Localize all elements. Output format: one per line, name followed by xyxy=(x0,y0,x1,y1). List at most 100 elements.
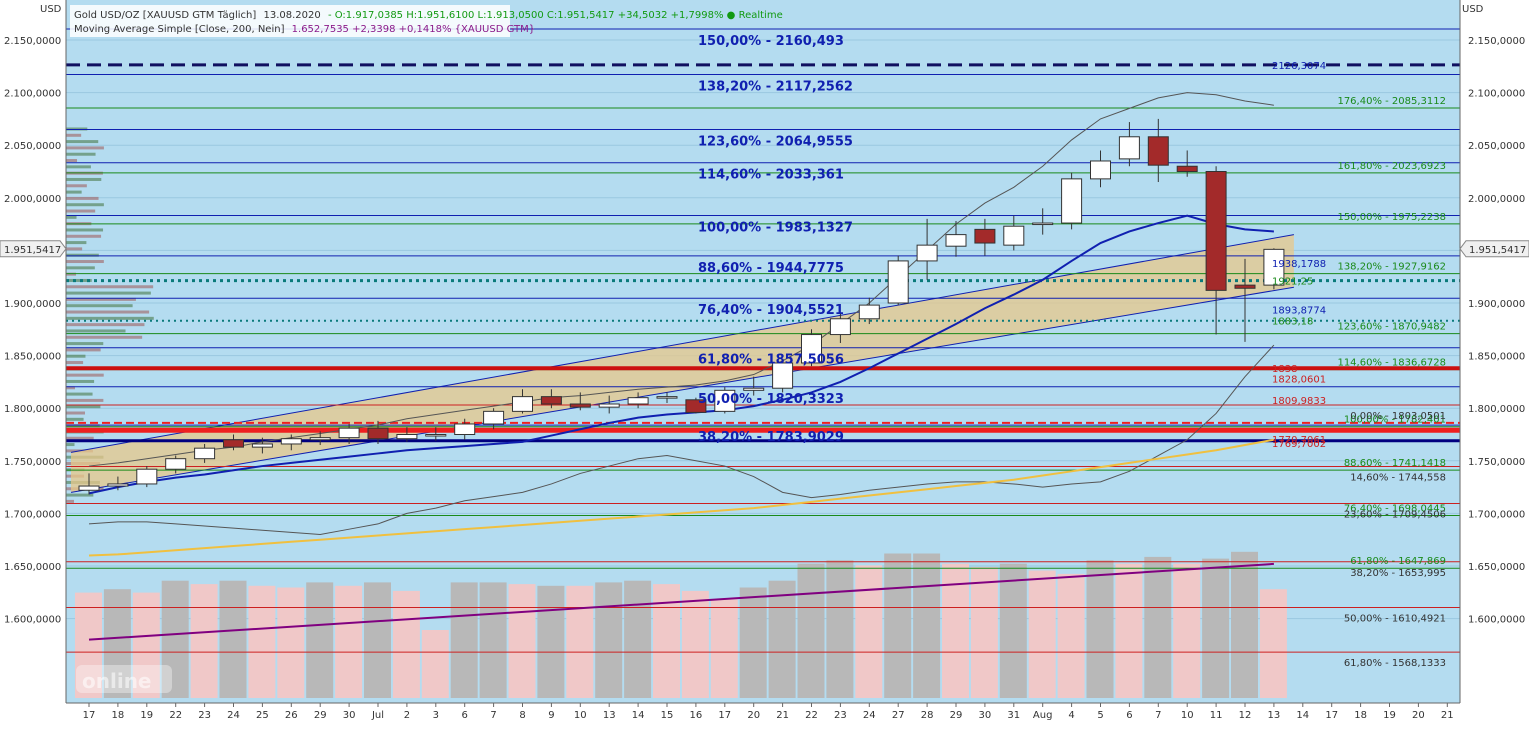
volume-profile-bar xyxy=(66,335,143,339)
volume-bar xyxy=(190,584,218,698)
x-tick-label: 3 xyxy=(433,710,439,721)
fib-label-green: 76,40% - 1698,0445 xyxy=(1344,503,1446,514)
candle-body xyxy=(454,423,476,436)
x-tick-label: 8 xyxy=(519,710,525,721)
y-tick-label-right: 2.000,0000 xyxy=(1468,194,1525,205)
x-tick-label: 18 xyxy=(1354,710,1367,721)
candle-body xyxy=(309,437,331,441)
price-note-label: 1893,8774 xyxy=(1272,305,1326,316)
x-tick-label: 17 xyxy=(1325,710,1338,721)
fib-label-green: 176,40% - 2085,3112 xyxy=(1337,96,1446,107)
volume-bar xyxy=(739,587,767,698)
y-tick-label-right: 1.600,0000 xyxy=(1468,615,1525,626)
x-tick-label: 6 xyxy=(1126,710,1132,721)
candle-body xyxy=(598,403,620,408)
x-tick-label: 7 xyxy=(1155,710,1161,721)
current-price-label-left: 1.951,5417 xyxy=(4,245,61,256)
candle-body xyxy=(165,458,187,470)
candle-body xyxy=(772,362,794,389)
x-tick-label: 29 xyxy=(950,710,963,721)
volume-profile-bar xyxy=(66,285,154,289)
volume-profile-bar xyxy=(66,354,86,358)
fib-label-blue: 88,60% - 1944,7775 xyxy=(698,261,844,276)
x-tick-label: 22 xyxy=(805,710,818,721)
candle-body xyxy=(540,396,562,405)
y-tick-label-right: 1.850,0000 xyxy=(1468,352,1525,363)
volume-profile-bar xyxy=(66,152,96,156)
candle-body xyxy=(801,334,822,364)
volume-profile-bar xyxy=(66,424,100,428)
current-price-marker-right xyxy=(1459,240,1529,258)
channel-upper-line xyxy=(70,234,1294,453)
volume-bar xyxy=(335,585,363,698)
volume-profile-bar xyxy=(66,342,104,346)
fib-label-green: 161,80% - 2023,6923 xyxy=(1337,161,1446,172)
volume-bar xyxy=(1115,563,1143,698)
y-tick-label-right: 1.750,0000 xyxy=(1468,457,1525,468)
volume-profile-bar xyxy=(66,291,151,295)
x-axis: 17 18 19 22 23 24 25 26 29 30 Jul 2 3 6 7 8 9 10 13 14 15 16 1… xyxy=(66,702,1460,721)
price-note-label: 1921,25 xyxy=(1272,277,1313,288)
volume-bar xyxy=(248,585,276,698)
volume-bar xyxy=(1057,573,1085,698)
x-tick-label: 25 xyxy=(256,710,269,721)
candle-body xyxy=(1061,178,1083,224)
watermark-box xyxy=(76,665,172,693)
volume-profile-bar xyxy=(66,392,93,396)
x-tick-label: 11 xyxy=(1210,710,1223,721)
fib-label-green: 150,00% - 1975,2238 xyxy=(1337,212,1446,223)
volume-profile-bar xyxy=(66,386,76,390)
x-tick-label: 23 xyxy=(198,710,211,721)
fib-label-green: 138,20% - 1927,9162 xyxy=(1337,262,1446,273)
fib-label-blue: 150,00% - 2160,493 xyxy=(698,34,844,49)
volume-bar xyxy=(595,582,623,698)
volume-bar xyxy=(277,587,305,698)
y-tick-label-left: 1.900,0000 xyxy=(4,299,61,310)
fib-label-red: 23,60% - 1709,4506 xyxy=(1344,509,1446,520)
x-tick-label: 5 xyxy=(1097,710,1103,721)
volume-profile-bar xyxy=(66,146,104,150)
x-tick-label: 10 xyxy=(1181,710,1194,721)
volume-profile-bar xyxy=(66,411,85,415)
volume-bar xyxy=(1086,560,1114,698)
fib-label-blue: 76,40% - 1904,5521 xyxy=(698,303,844,318)
volume-profile-bar xyxy=(66,405,101,409)
x-tick-label: 15 xyxy=(661,710,674,721)
y-tick-label-right: 1.800,0000 xyxy=(1468,404,1525,415)
x-tick-label: 30 xyxy=(979,710,992,721)
header-ohlc: - O:1.917,0385 H:1.951,6100 L:1.913,0500… xyxy=(328,10,783,21)
volume-profile-bar xyxy=(66,203,104,207)
volume-bar xyxy=(161,580,189,698)
watermark-logo: online xyxy=(82,669,152,693)
indicator-values: 1.652,7535 +2,3398 +0,1418% {XAUUSD GTM} xyxy=(292,24,535,35)
fib-label-blue: 114,60% - 2033,361 xyxy=(698,168,844,183)
candle-body xyxy=(483,410,505,425)
volume-profile-bar xyxy=(66,278,92,282)
candle-body xyxy=(569,403,591,408)
price-note-label: 1809,9833 xyxy=(1272,396,1326,407)
candle-body xyxy=(396,434,418,440)
volume-ma-line xyxy=(88,562,1274,641)
y-tick-label-left: 2.100,0000 xyxy=(4,89,61,100)
candle-body xyxy=(251,443,273,448)
candle-body xyxy=(78,485,100,491)
volume-bar xyxy=(364,582,391,698)
candle-body xyxy=(887,260,909,304)
candle-body xyxy=(656,396,678,399)
volume-profile-bar xyxy=(66,241,87,245)
x-tick-label: Aug xyxy=(1033,710,1053,721)
fib-label-green: 88,60% - 1741,1418 xyxy=(1344,458,1446,469)
volume-bar xyxy=(392,590,420,698)
x-tick-label: 14 xyxy=(632,710,645,721)
volume-profile-bar xyxy=(66,443,75,447)
y-tick-label-left: 1.700,0000 xyxy=(4,509,61,520)
volume-profile-bar xyxy=(66,140,99,144)
candle-body xyxy=(1003,225,1025,246)
price-note-label: 1769,7002 xyxy=(1272,439,1326,450)
x-tick-label: 17 xyxy=(718,710,731,721)
volume-bar xyxy=(913,553,941,698)
header-line-1: Gold USD/OZ [XAUUSD GTM Täglich] 13.08.2… xyxy=(74,10,783,21)
currency-right: USD xyxy=(1462,4,1484,15)
y-tick-label-left: 2.050,0000 xyxy=(4,141,61,152)
candle-body xyxy=(858,304,880,320)
